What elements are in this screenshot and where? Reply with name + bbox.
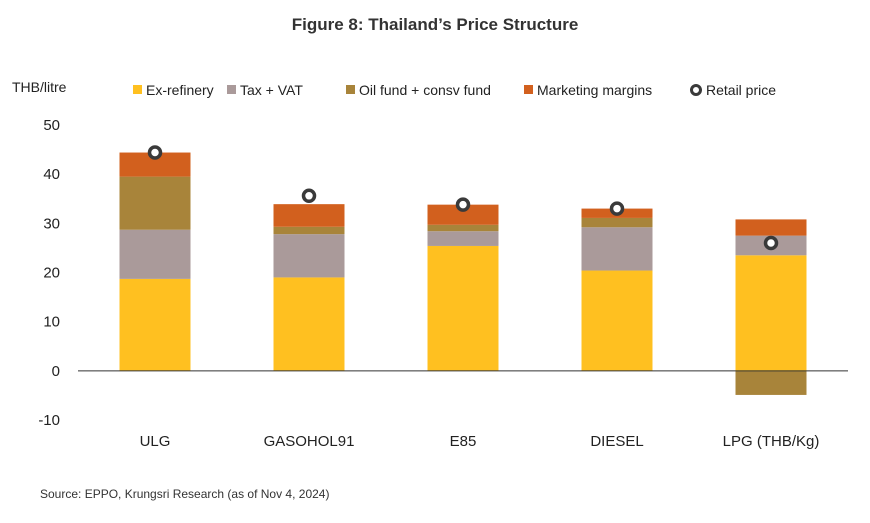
bar-segment-oil-fund-consv-fund-gasohol91: [273, 226, 345, 235]
bar-segment-ex-refinery-e85: [427, 245, 499, 371]
bar-segment-marketing-margins-e85: [427, 204, 499, 225]
retail-price-marker-ulg: [147, 145, 163, 160]
legend-label-tax-vat: Tax + VAT: [240, 82, 303, 98]
legend-swatch-tax-vat: [227, 85, 236, 94]
category-label: ULG: [140, 433, 171, 450]
legend-swatch-ex-refinery: [133, 85, 142, 94]
chart-title: Figure 8: Thailand’s Price Structure: [292, 15, 579, 34]
category-label: GASOHOL91: [264, 433, 355, 450]
legend-swatch-oil-fund-consv-fund: [346, 85, 355, 94]
y-axis-unit: THB/litre: [12, 79, 67, 95]
legend-swatch-marketing-margins: [524, 85, 533, 94]
y-tick-label: 40: [43, 166, 60, 183]
bar-segment-marketing-margins-lpg-thb-kg: [735, 219, 807, 236]
legend-label-ex-refinery: Ex-refinery: [146, 82, 214, 98]
legend-marker-retail-price: [690, 84, 702, 96]
bar-segment-ex-refinery-lpg-thb-kg: [735, 255, 807, 371]
legend-label-marketing-margins: Marketing margins: [537, 82, 652, 98]
legend: Ex-refinery Tax + VAT Oil fund + consv fun…: [133, 82, 776, 98]
bar-segment-tax-vat-gasohol91: [273, 234, 345, 278]
bar-segment-tax-vat-ulg: [119, 229, 191, 279]
bar-segment-oil-fund-consv-fund-lpg-thb-kg: [735, 370, 807, 395]
category-label: DIESEL: [590, 433, 643, 450]
bar-segment-tax-vat-diesel: [581, 227, 653, 271]
y-tick-label: 20: [43, 265, 60, 282]
bar-segment-ex-refinery-ulg: [119, 278, 191, 371]
category-labels: ULG GASOHOL91 E85 DIESEL LPG (THB/Kg): [140, 433, 820, 450]
category-label: LPG (THB/Kg): [723, 433, 820, 450]
category-label: E85: [450, 433, 477, 450]
y-axis-ticks: 50 40 30 20 10 0 -10: [38, 117, 60, 429]
retail-price-markers: [147, 145, 779, 251]
y-tick-label: 0: [52, 363, 60, 380]
y-tick-label: -10: [38, 412, 60, 429]
source-note: Source: EPPO, Krungsri Research (as of N…: [40, 487, 329, 501]
bar-segment-ex-refinery-gasohol91: [273, 277, 345, 371]
legend-label-oil-fund-consv-fund: Oil fund + consv fund: [359, 82, 491, 98]
bar-segment-tax-vat-e85: [427, 231, 499, 246]
legend-label-retail-price: Retail price: [706, 82, 776, 98]
y-tick-label: 30: [43, 215, 60, 232]
bar-segment-oil-fund-consv-fund-ulg: [119, 176, 191, 230]
y-tick-label: 10: [43, 314, 60, 331]
bar-segment-ex-refinery-diesel: [581, 270, 653, 371]
bars: [119, 152, 807, 395]
retail-price-marker-lpg-thb-kg: [763, 235, 779, 251]
y-tick-label: 50: [43, 117, 60, 134]
retail-price-marker-gasohol91: [301, 188, 317, 204]
retail-price-marker-diesel: [609, 201, 625, 216]
bar-segment-marketing-margins-gasohol91: [273, 204, 345, 227]
bar-segment-oil-fund-consv-fund-diesel: [581, 217, 653, 228]
retail-price-marker-e85: [455, 197, 471, 212]
bar-segment-oil-fund-consv-fund-e85: [427, 224, 499, 232]
